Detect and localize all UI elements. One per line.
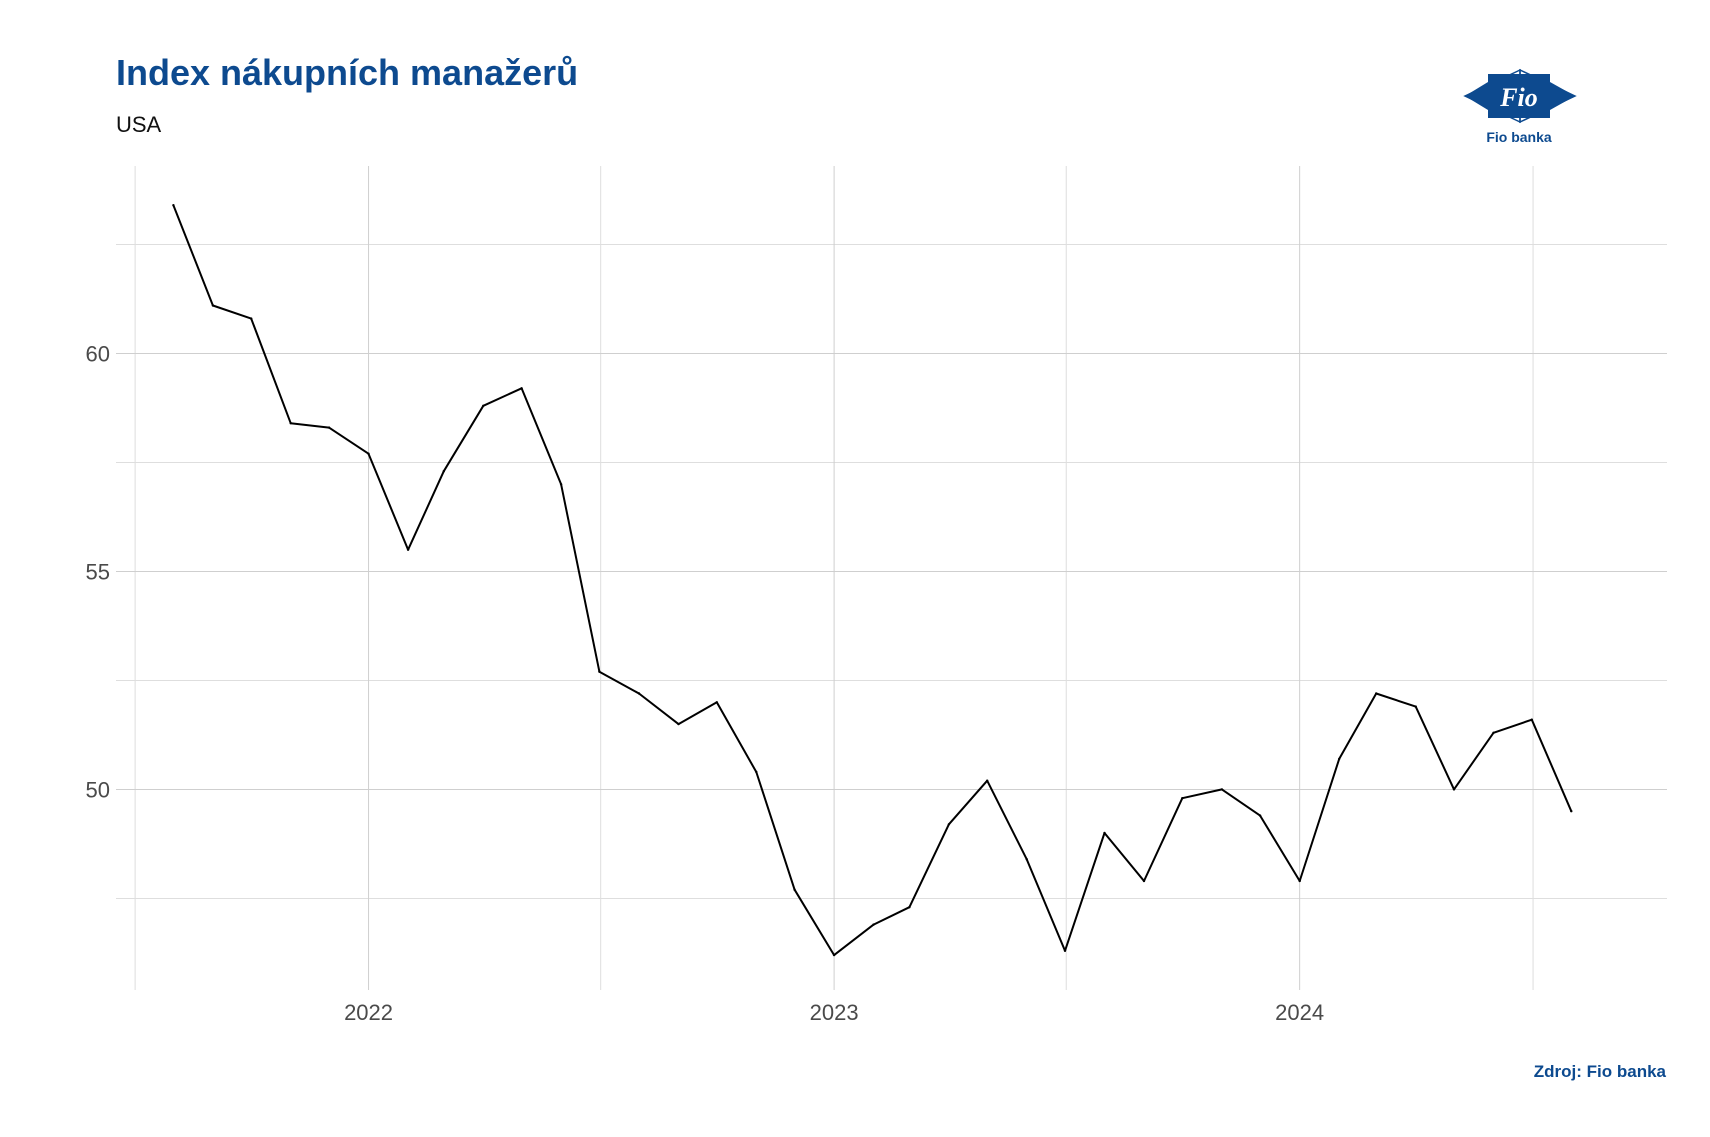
data-point-2023-08 <box>1103 831 1106 835</box>
chart-title: Index nákupních manažerů <box>116 52 579 93</box>
data-point-2023-03 <box>908 906 911 909</box>
y-tick-label: 50 <box>86 777 110 802</box>
data-point-2023-04 <box>947 823 951 826</box>
logo-mark-text: Fio <box>1499 83 1538 112</box>
data-point-2023-05 <box>986 779 989 782</box>
source-label: Zdroj: Fio banka <box>1533 1062 1666 1081</box>
data-point-2021-12 <box>327 426 331 429</box>
grid-minor <box>116 166 1667 990</box>
data-point-2024-05 <box>1452 788 1456 791</box>
data-point-2023-06 <box>1025 858 1028 861</box>
data-point-2022-02 <box>406 548 410 551</box>
data-point-2022-04 <box>482 404 485 407</box>
data-point-2022-11 <box>755 770 758 774</box>
data-point-2021-11 <box>289 422 292 425</box>
data-point-2023-10 <box>1181 797 1184 800</box>
x-tick-label: 2024 <box>1275 1000 1324 1025</box>
data-point-2023-07 <box>1063 949 1067 952</box>
data-point-2023-12 <box>1258 814 1262 817</box>
x-axis-ticks: 2022 2023 2024 <box>344 1000 1324 1025</box>
data-point-2024-01 <box>1298 879 1301 883</box>
grid-major <box>116 166 1667 990</box>
data-point-2024-06 <box>1492 731 1495 734</box>
data-point-2024-07 <box>1530 718 1534 721</box>
series-points <box>172 204 1573 957</box>
data-point-2022-05 <box>520 387 523 390</box>
x-tick-label: 2023 <box>810 1000 859 1025</box>
data-point-2021-09 <box>211 304 215 307</box>
data-point-2022-10 <box>715 701 718 704</box>
series-line <box>172 204 1573 957</box>
data-point-2021-08 <box>172 204 175 207</box>
fio-logo-icon: Fio Fio banka <box>1463 68 1577 145</box>
data-point-2024-03 <box>1375 692 1378 695</box>
logo-caption: Fio banka <box>1486 129 1552 145</box>
data-point-2022-01 <box>367 452 370 455</box>
y-axis-ticks: 50 55 60 <box>86 341 110 802</box>
data-point-2024-04 <box>1414 705 1417 708</box>
data-point-2022-09 <box>677 722 680 726</box>
data-point-2022-06 <box>559 483 563 486</box>
data-point-2023-11 <box>1220 788 1224 791</box>
data-point-2023-09 <box>1142 879 1146 883</box>
data-point-2024-02 <box>1338 757 1341 761</box>
data-point-2024-08 <box>1570 810 1573 813</box>
x-tick-label: 2022 <box>344 1000 393 1025</box>
data-point-2022-03 <box>442 470 445 473</box>
data-point-2021-10 <box>250 317 253 320</box>
data-point-2023-02 <box>872 923 875 926</box>
data-point-2022-07 <box>598 670 601 673</box>
data-point-2022-12 <box>793 888 796 891</box>
chart-subtitle: USA <box>116 112 162 137</box>
y-tick-label: 60 <box>86 341 110 366</box>
fio-logo: Fio Fio banka <box>1460 68 1580 148</box>
data-point-2022-08 <box>637 692 641 695</box>
y-tick-label: 55 <box>86 559 110 584</box>
data-point-2023-01 <box>832 953 836 957</box>
